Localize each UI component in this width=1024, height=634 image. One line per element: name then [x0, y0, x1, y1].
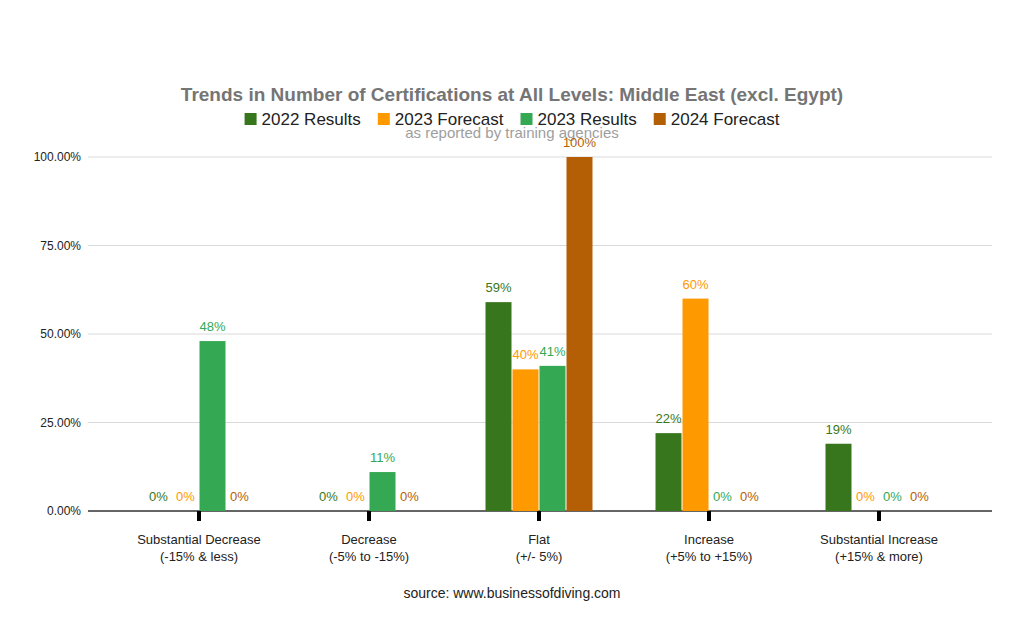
data-label: 11% [370, 450, 395, 465]
bar [540, 366, 566, 511]
data-label: 0% [856, 489, 875, 504]
data-label: 0% [883, 489, 902, 504]
bar [486, 302, 512, 511]
x-tick-label: Substantial Decrease(-15% & less) [137, 532, 261, 564]
data-label: 40% [512, 347, 538, 362]
data-label: 0% [740, 489, 759, 504]
bar [513, 369, 539, 511]
bar [826, 444, 852, 511]
data-label: 22% [655, 411, 681, 426]
legend-swatch [654, 113, 666, 125]
chart: Trends in Number of Certifications at Al… [0, 0, 1024, 634]
x-tick-label: Decrease(-5% to -15%) [329, 532, 409, 564]
background [0, 0, 1024, 634]
x-tick [707, 511, 711, 521]
bar [656, 433, 682, 511]
y-tick-label: 0.00% [47, 504, 81, 518]
bar [173, 511, 199, 512]
legend-swatch [521, 113, 533, 125]
x-tick-label: Substantial Increase(+15% & more) [820, 532, 938, 564]
bar [853, 511, 879, 512]
x-tick [197, 511, 201, 521]
data-label: 0% [176, 489, 195, 504]
data-label: 60% [682, 277, 708, 292]
data-label: 100% [563, 135, 597, 150]
data-label: 0% [910, 489, 929, 504]
bar [146, 511, 172, 512]
bar [200, 341, 226, 511]
x-tick [537, 511, 541, 521]
y-tick-label: 25.00% [40, 416, 81, 430]
x-tick-label: Increase(+5% to +15%) [666, 532, 753, 564]
legend-label: 2022 Results [262, 110, 361, 129]
legend-label: 2023 Forecast [395, 110, 504, 129]
y-tick-label: 50.00% [40, 327, 81, 341]
data-label: 0% [230, 489, 249, 504]
title: Trends in Number of Certifications at Al… [181, 84, 843, 105]
data-label: 0% [400, 489, 419, 504]
legend-label: 2024 Forecast [671, 110, 780, 129]
bar [567, 157, 593, 511]
data-label: 41% [539, 344, 565, 359]
data-label: 48% [199, 319, 225, 334]
data-label: 0% [149, 489, 168, 504]
data-label: 0% [346, 489, 365, 504]
grid-line [88, 157, 992, 158]
x-tick-label: Flat(+/- 5%) [516, 532, 563, 564]
bars [200, 157, 852, 511]
legend-swatch [245, 113, 257, 125]
bar [343, 511, 369, 512]
bar [737, 511, 763, 512]
legend-label: 2023 Results [538, 110, 637, 129]
bar [316, 511, 342, 512]
x-tick [877, 511, 881, 521]
bar [880, 511, 906, 512]
data-label: 59% [485, 280, 511, 295]
bar [227, 511, 253, 512]
bar [370, 472, 396, 511]
bar [683, 299, 709, 511]
y-tick-label: 75.00% [40, 239, 81, 253]
bar [397, 511, 423, 512]
bar [907, 511, 933, 512]
x-tick [367, 511, 371, 521]
annotation: source: www.businessofdiving.com [403, 585, 620, 601]
data-labels: 0% 0% 48% 0% 0% 0% 11% 0% 59% 40%41% 100% 22% 60% 0% 0… [149, 135, 929, 504]
y-tick-label: 100.00% [34, 150, 82, 164]
data-label: 0% [713, 489, 732, 504]
grid-line [88, 245, 992, 246]
data-label: 0% [319, 489, 338, 504]
data-label: 19% [825, 422, 851, 437]
legend: 2022 Results 2023 Forecast 2023 Results 202… [245, 110, 780, 129]
legend-swatch [378, 113, 390, 125]
bar [710, 511, 736, 512]
